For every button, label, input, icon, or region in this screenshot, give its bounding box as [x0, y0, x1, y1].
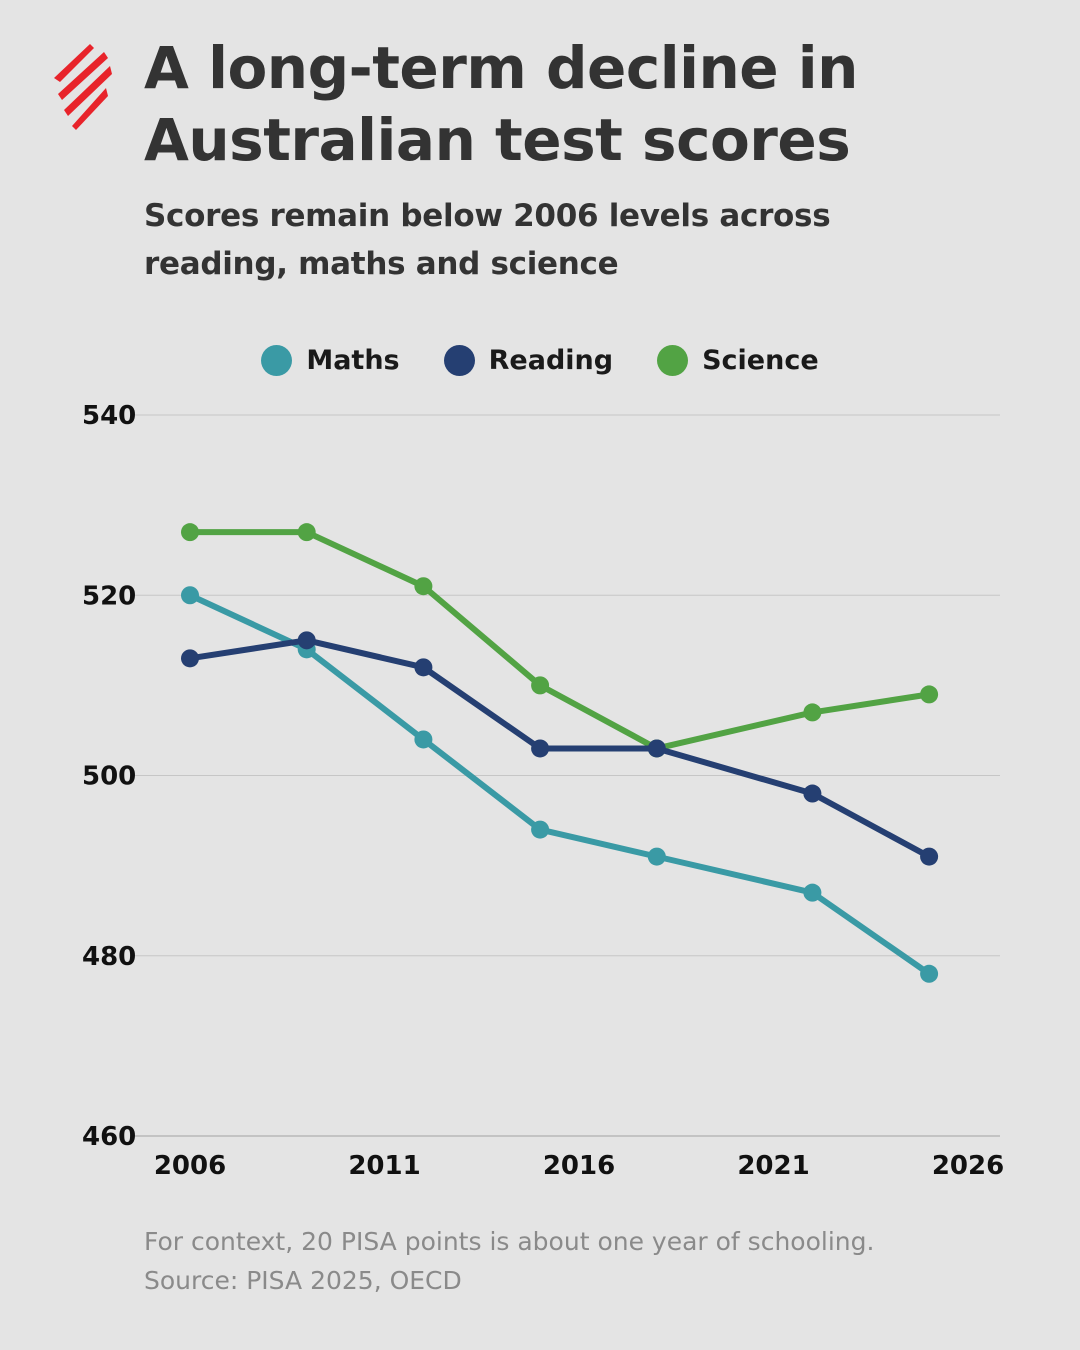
data-point-maths-2025 [920, 964, 939, 983]
data-point-maths-2006 [181, 586, 199, 605]
legend-item-science: Science [657, 344, 819, 376]
data-point-science-2015 [531, 676, 550, 695]
logo-flame-shapes [54, 44, 112, 130]
chart-subtitle-line-2: reading, maths and science [144, 246, 619, 282]
data-point-reading-2015 [531, 739, 550, 758]
chart-legend: Maths Reading Science [0, 340, 1080, 380]
legend-dot-maths [261, 344, 293, 376]
chart-title-line-2: Australian test scores [144, 106, 851, 174]
data-point-reading-2025 [920, 847, 939, 866]
chart-title-line-1: A long-term decline in [144, 34, 858, 102]
x-tick-label-2021: 2021 [737, 1151, 809, 1181]
data-point-maths-2018 [647, 847, 666, 866]
legend-dot-reading [443, 344, 475, 376]
data-point-reading-2006 [181, 649, 199, 668]
data-point-reading-2012 [414, 658, 433, 677]
x-tick-label-2016: 2016 [543, 1151, 615, 1181]
data-point-science-2025 [920, 685, 939, 704]
footnote-source: Source: PISA 2025, OECD [144, 1266, 462, 1295]
series-line-reading [187, 637, 933, 860]
footnote: For context, 20 PISA points is about one… [144, 1222, 1044, 1300]
chart-subtitle-line-1: Scores remain below 2006 levels across [144, 198, 831, 234]
data-point-maths-2015 [531, 820, 550, 839]
legend-dot-science [657, 344, 689, 376]
data-point-reading-2022 [803, 784, 822, 803]
data-point-science-2009 [297, 523, 316, 542]
data-point-maths-2022 [803, 883, 822, 902]
footnote-context: For context, 20 PISA points is about one… [144, 1227, 875, 1256]
data-point-science-2006 [181, 523, 199, 542]
data-point-science-2012 [414, 577, 433, 596]
x-tick-label-2006: 2006 [154, 1151, 226, 1181]
x-tick-label-2011: 2011 [348, 1151, 420, 1181]
chart-title: A long-term decline in Australian test s… [144, 32, 1044, 176]
data-point-science-2022 [803, 703, 822, 722]
y-tick-label-460: 460 [82, 1122, 136, 1152]
legend-label-reading: Reading [488, 344, 614, 376]
y-tick-label-520: 520 [82, 581, 136, 611]
data-point-maths-2012 [414, 730, 433, 749]
legend-item-reading: Reading [443, 344, 614, 376]
x-tick-label-2026: 2026 [932, 1151, 1004, 1181]
sbs-logo-icon [50, 38, 116, 130]
legend-item-maths: Maths [261, 344, 400, 376]
data-point-reading-2009 [297, 631, 316, 650]
legend-label-maths: Maths [306, 344, 400, 376]
y-tick-label-540: 540 [82, 401, 136, 431]
data-point-reading-2018 [647, 739, 666, 758]
y-tick-label-500: 500 [82, 762, 136, 792]
legend-label-science: Science [702, 344, 819, 376]
chart-subtitle: Scores remain below 2006 levels across r… [144, 192, 1044, 288]
line-chart: 460 480 500 520 540 2006 2011 2016 2021 2026 [82, 401, 1004, 1181]
y-tick-label-480: 480 [82, 942, 136, 972]
